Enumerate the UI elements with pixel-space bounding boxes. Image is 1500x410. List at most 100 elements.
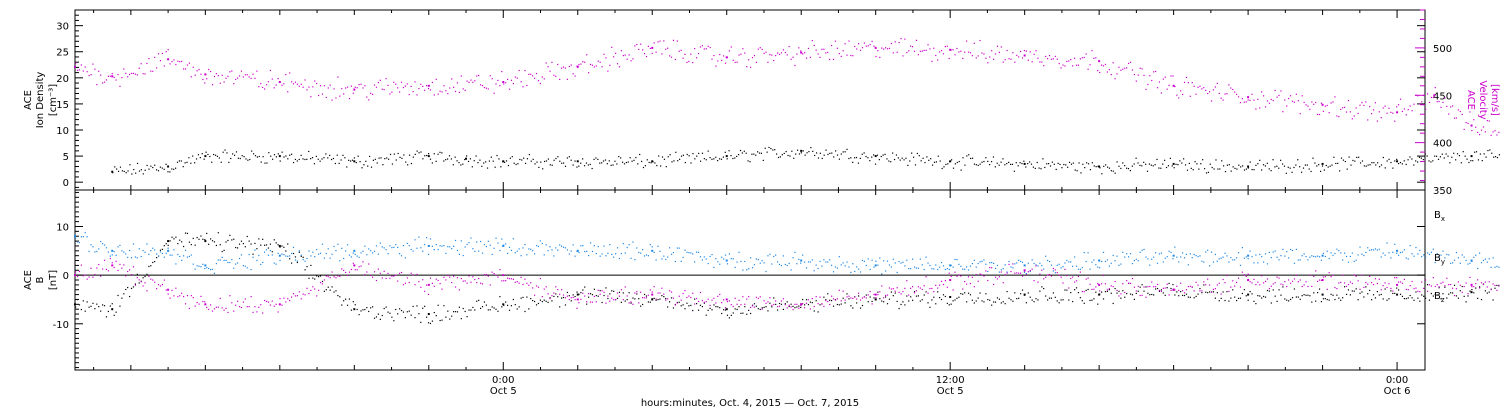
ion-density-sample — [245, 158, 247, 160]
bx-sample — [1093, 298, 1095, 300]
velocity-sample — [472, 81, 474, 83]
ion-density-sample — [1278, 167, 1280, 169]
velocity-sample — [362, 87, 364, 89]
ion-density-sample — [486, 167, 489, 169]
velocity-point — [1470, 124, 1473, 127]
bx-sample — [861, 304, 864, 307]
ion-density-sample — [724, 151, 726, 153]
velocity-sample — [130, 72, 133, 74]
bx-sample — [279, 246, 281, 248]
bx-sample — [643, 293, 646, 296]
bx-sample — [971, 299, 973, 301]
velocity-sample — [1442, 101, 1444, 104]
ion-density-sample — [1281, 163, 1284, 165]
bx-sample — [1236, 299, 1238, 302]
ion-density-sample — [1434, 155, 1436, 157]
by-sample — [593, 245, 595, 247]
bx-sample — [1141, 284, 1143, 286]
ion-density-sample — [1493, 156, 1495, 158]
velocity-sample — [271, 78, 273, 80]
velocity-sample — [1147, 83, 1149, 86]
bx-sample — [680, 305, 682, 307]
velocity-sample — [979, 39, 981, 42]
ion-density-sample — [505, 160, 508, 162]
bx-point — [725, 308, 728, 311]
ion-density-sample — [1236, 168, 1238, 170]
bx-sample — [1317, 291, 1319, 294]
by-sample — [242, 265, 244, 267]
velocity-sample — [1172, 75, 1174, 77]
velocity-sample — [815, 49, 817, 51]
by-sample — [391, 247, 393, 249]
ion-density-sample — [1044, 166, 1046, 169]
bx-sample — [952, 300, 954, 302]
velocity-sample — [258, 86, 260, 88]
ion-density-sample — [814, 154, 816, 157]
by-sample — [561, 245, 563, 247]
by-sample — [345, 250, 347, 252]
ion-density-sample — [532, 158, 534, 160]
velocity-sample — [1295, 93, 1297, 95]
velocity-sample — [1104, 63, 1107, 66]
bx-sample — [491, 306, 493, 308]
velocity-sample — [615, 52, 617, 54]
by-sample — [912, 258, 914, 260]
velocity-sample — [1114, 78, 1116, 80]
by-sample — [846, 261, 848, 263]
bx-sample — [458, 306, 460, 308]
ion-density-sample — [1213, 168, 1215, 170]
bx-sample — [1276, 300, 1278, 303]
ion-density-sample — [507, 164, 510, 167]
bx-sample — [1457, 297, 1459, 299]
by-sample — [142, 249, 144, 252]
ion-density-sample — [116, 168, 118, 170]
velocity-sample — [840, 55, 842, 57]
velocity-sample — [400, 81, 403, 83]
bx-sample — [136, 273, 138, 275]
ion-density-sample — [431, 162, 433, 164]
ion-density-sample — [1356, 156, 1358, 159]
ion-density-sample — [610, 164, 612, 167]
ion-density-sample — [1006, 162, 1008, 165]
velocity-sample — [1486, 120, 1488, 122]
by-sample — [586, 250, 588, 253]
velocity-sample — [491, 78, 493, 80]
ion-density-point — [1470, 155, 1473, 158]
ion-density-sample — [968, 154, 970, 156]
by-sample — [661, 258, 663, 260]
bx-sample — [1114, 287, 1116, 290]
by-sample — [331, 253, 333, 255]
by-sample — [308, 250, 310, 252]
bx-sample — [335, 290, 337, 292]
ion-density-sample — [819, 152, 821, 154]
velocity-sample — [809, 56, 811, 58]
by-sample — [418, 236, 420, 238]
velocity-sample — [98, 70, 100, 72]
bx-sample — [827, 293, 829, 295]
ion-density-sample — [1378, 166, 1381, 168]
velocity-series — [74, 37, 1500, 136]
velocity-sample — [844, 43, 846, 45]
by-sample — [994, 267, 997, 270]
velocity-sample — [1357, 112, 1359, 114]
ion-density-sample — [918, 155, 920, 157]
bx-sample — [121, 297, 123, 299]
by-sample — [466, 243, 468, 245]
ion-density-sample — [912, 156, 915, 158]
ion-density-sample — [1009, 163, 1012, 165]
bx-sample — [852, 307, 854, 309]
velocity-sample — [387, 84, 389, 86]
by-sample — [960, 265, 962, 267]
by-sample — [343, 257, 345, 260]
by-sample — [829, 259, 831, 261]
bx-sample — [397, 313, 399, 315]
velocity-sample — [159, 59, 162, 62]
ion-density-sample — [530, 160, 532, 162]
velocity-sample — [788, 45, 790, 48]
bx-sample — [100, 310, 102, 312]
ion-density-sample — [599, 162, 601, 164]
velocity-sample — [1131, 69, 1134, 71]
bx-sample — [156, 257, 158, 259]
bx-sample — [636, 293, 638, 295]
bx-sample — [360, 310, 362, 312]
